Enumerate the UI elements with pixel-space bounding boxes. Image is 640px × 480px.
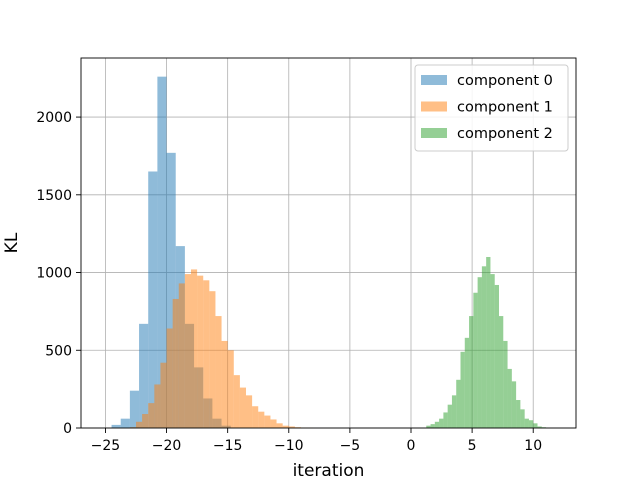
bar-series-0-bin-1 [120,418,130,428]
x-axis-ticks: −25 −20 −15 −10 −5 0 5 10 [91,428,542,454]
bar-series-1-bin-17 [233,375,240,428]
bar-series-1-bin-11 [197,275,204,428]
x-tick-label: −15 [213,438,243,454]
bar-series-1-bin-7 [172,298,179,428]
x-tick-label: −10 [274,438,304,454]
bar-series-2-bin-0 [426,425,431,428]
bar-series-2-bin-3 [439,418,444,428]
legend-swatch [421,101,447,112]
x-tick-label: 10 [524,438,542,454]
y-tick-label: 1000 [36,266,72,282]
y-axis-ticks: 0 500 1000 1500 2000 [36,110,81,437]
bar-series-1-bin-15 [221,340,228,428]
bar-series-1-bin-21 [258,411,265,428]
x-tick-label: −25 [91,438,121,454]
legend-swatch [421,128,447,138]
x-tick-label: −5 [340,438,361,454]
bar-series-1-bin-24 [276,423,283,428]
legend-label: component 2 [457,126,553,142]
bar-series-2-bin-9 [464,337,470,428]
y-tick-label: 1500 [36,188,72,204]
bar-series-1-bin-5 [160,362,167,428]
bar-series-2-bin-25 [533,423,538,428]
bar-series-1-bin-19 [246,395,253,428]
bar-series-2-bin-22 [520,409,525,428]
histogram-bars [111,76,547,429]
bar-series-2-bin-12 [477,277,482,428]
bar-series-2-bin-26 [537,426,542,428]
legend-swatch [421,75,447,85]
y-tick-label: 2000 [36,110,72,126]
bar-series-1-bin-4 [154,384,161,428]
bar-series-1-bin-13 [209,291,216,428]
bar-series-1-bin-25 [282,425,289,428]
bar-series-1-bin-6 [166,328,173,428]
bar-series-2-bin-16 [494,284,499,428]
bar-series-2-bin-23 [524,418,529,428]
bar-series-2-bin-18 [503,340,508,428]
legend-label: component 1 [457,100,553,116]
y-axis-title: KL [2,232,22,253]
bar-series-1-bin-16 [227,350,234,428]
bar-series-1-bin-2 [142,414,149,428]
bar-series-1-bin-9 [184,274,191,428]
bar-series-2-bin-21 [516,400,521,428]
bar-series-0-bin-0 [111,424,121,428]
bar-series-0-bin-4 [148,171,158,428]
bar-series-1-bin-14 [215,316,222,428]
bar-series-2-bin-4 [443,412,448,428]
x-tick-label: 5 [468,438,477,454]
bar-series-2-bin-13 [481,266,487,428]
x-axis-title: iteration [293,461,365,480]
y-tick-label: 0 [63,421,72,437]
bar-series-2-bin-5 [447,404,452,428]
bar-series-2-bin-24 [528,420,534,428]
bar-series-1-bin-10 [191,269,198,428]
bar-series-2-bin-19 [507,368,512,428]
bar-series-1-bin-18 [239,387,246,428]
bar-series-2-bin-1 [430,424,435,428]
bar-series-2-bin-14 [486,256,491,428]
bar-series-2-bin-10 [469,316,474,428]
legend-label: component 0 [457,73,553,89]
legend-box [414,64,569,152]
legend: component 0 component 1 component 2 [414,64,569,152]
x-tick-label: −20 [152,438,182,454]
bar-series-2-bin-8 [460,351,465,428]
bar-series-1-bin-20 [252,406,259,428]
y-tick-label: 500 [45,343,72,359]
bar-series-1-bin-1 [136,421,143,428]
x-tick-label: 0 [407,438,416,454]
bar-series-1-bin-8 [178,283,185,428]
bar-series-2-bin-2 [434,421,440,428]
bar-series-2-bin-15 [490,274,495,428]
bar-series-1-bin-12 [203,280,210,428]
bar-series-2-bin-6 [451,395,457,428]
bar-series-2-bin-20 [511,381,517,428]
bar-series-1-bin-26 [288,426,295,428]
bar-series-1-bin-3 [148,403,155,428]
plot-frame [80,57,577,429]
bar-series-0-bin-5 [157,76,167,429]
bar-series-1-bin-22 [264,415,271,428]
bar-series-0-bin-3 [139,323,149,428]
bar-series-2-bin-7 [456,379,461,428]
bar-series-1-bin-23 [270,419,277,428]
bar-series-2-bin-11 [473,292,478,428]
bar-series-2-bin-17 [499,316,504,428]
bar-series-0-bin-2 [129,390,140,428]
bar-series-0-bin-6 [166,152,176,428]
